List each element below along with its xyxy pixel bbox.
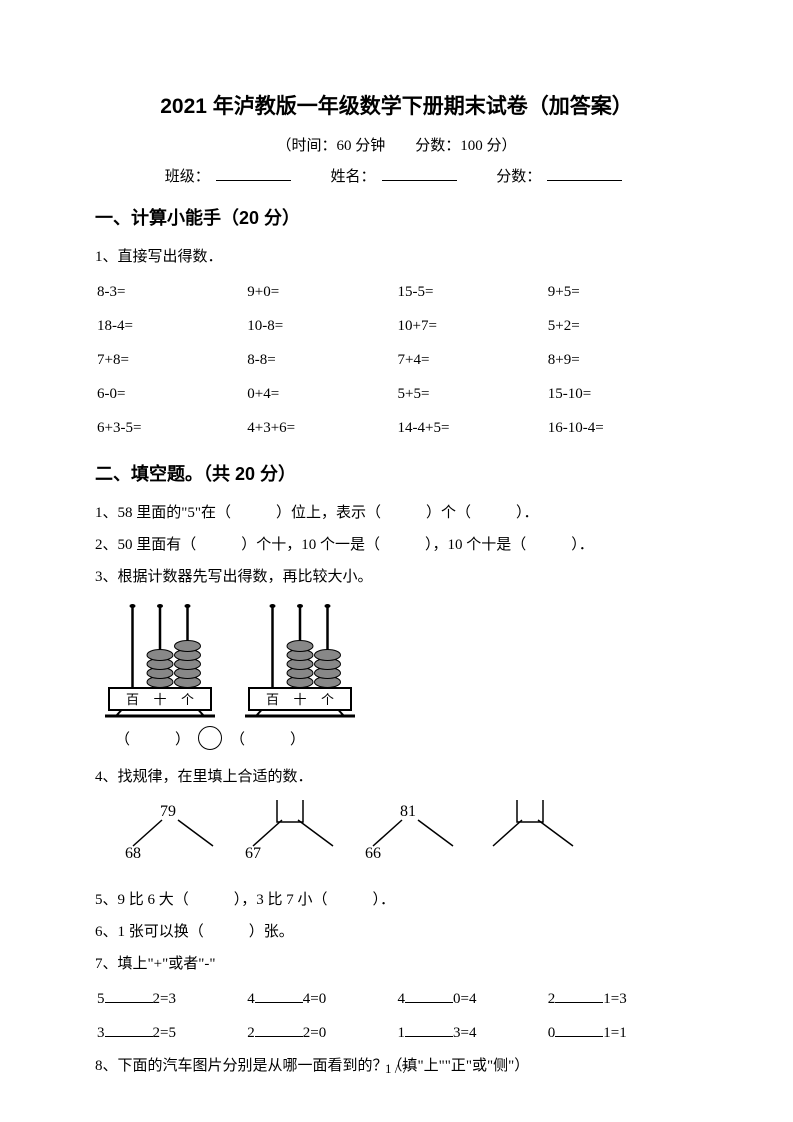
- calc-cell: 6+3-5=: [97, 412, 245, 444]
- fill-table: 52=344=040=421=332=522=013=401=1: [95, 981, 698, 1051]
- table-row: 8-3= 9+0= 15-5= 9+5=: [97, 276, 696, 308]
- op-blank[interactable]: [105, 1036, 153, 1037]
- compare-line: （ ） （ ）: [115, 726, 698, 750]
- svg-text:66: 66: [365, 845, 381, 862]
- subtitle: （时间：60 分钟 分数：100 分）: [95, 134, 698, 155]
- calc-table: 8-3= 9+0= 15-5= 9+5= 18-4= 10-8= 10+7= 5…: [95, 274, 698, 446]
- svg-text:个: 个: [181, 692, 194, 707]
- calc-cell: 14-4+5=: [398, 412, 546, 444]
- score-label: 分数：: [496, 169, 541, 185]
- calc-cell: 7+4=: [398, 344, 546, 376]
- op-blank[interactable]: [405, 1002, 453, 1003]
- fill-cell: 52=3: [97, 983, 245, 1015]
- section2-q4: 4、找规律，在里填上合适的数．: [95, 762, 698, 792]
- abacus-right: 百十个: [245, 600, 355, 720]
- abacus-left: 百十个: [105, 600, 215, 720]
- op-blank[interactable]: [555, 1002, 603, 1003]
- table-row: 6+3-5= 4+3+6= 14-4+5= 16-10-4=: [97, 412, 696, 444]
- compare-right: （ ）: [230, 728, 305, 749]
- fill-cell: 21=3: [548, 983, 696, 1015]
- calc-cell: 15-10=: [548, 378, 696, 410]
- compare-left: （ ）: [115, 728, 190, 749]
- svg-text:个: 个: [321, 692, 334, 707]
- section1-q1: 1、直接写出得数．: [95, 242, 698, 272]
- fill-cell: 01=1: [548, 1017, 696, 1049]
- calc-cell: 10-8=: [247, 310, 395, 342]
- calc-cell: 7+8=: [97, 344, 245, 376]
- table-row: 6-0= 0+4= 5+5= 15-10=: [97, 378, 696, 410]
- section2-q3: 3、根据计数器先写出得数，再比较大小。: [95, 562, 698, 592]
- calc-cell: 8-3=: [97, 276, 245, 308]
- name-label: 姓名：: [330, 169, 375, 185]
- table-row: 18-4= 10-8= 10+7= 5+2=: [97, 310, 696, 342]
- op-blank[interactable]: [105, 1002, 153, 1003]
- pattern-diagram: 68 79 67 66 81: [105, 800, 698, 875]
- calc-cell: 16-10-4=: [548, 412, 696, 444]
- section2-q1: 1、58 里面的"5"在（ ）位上，表示（ ）个（ ）．: [95, 498, 698, 528]
- fill-cell: 22=0: [247, 1017, 395, 1049]
- calc-cell: 0+4=: [247, 378, 395, 410]
- svg-text:十: 十: [153, 692, 166, 707]
- svg-text:百: 百: [126, 692, 139, 707]
- calc-cell: 8+9=: [548, 344, 696, 376]
- calc-cell: 8-8=: [247, 344, 395, 376]
- svg-text:十: 十: [293, 692, 306, 707]
- svg-text:67: 67: [245, 845, 261, 862]
- score-blank[interactable]: [547, 180, 622, 181]
- section2-title: 二、填空题。（共 20 分）: [95, 460, 698, 486]
- calc-cell: 10+7=: [398, 310, 546, 342]
- name-blank[interactable]: [382, 180, 457, 181]
- calc-cell: 9+5=: [548, 276, 696, 308]
- compare-circle[interactable]: [198, 726, 222, 750]
- svg-text:81: 81: [400, 803, 416, 820]
- fill-cell: 44=0: [247, 983, 395, 1015]
- fill-cell: 32=5: [97, 1017, 245, 1049]
- op-blank[interactable]: [405, 1036, 453, 1037]
- section2-q5: 5、9 比 6 大（ ），3 比 7 小（ ）．: [95, 885, 698, 915]
- calc-cell: 18-4=: [97, 310, 245, 342]
- calc-cell: 6-0=: [97, 378, 245, 410]
- section2-q6: 6、1 张可以换（ ）张。: [95, 917, 698, 947]
- section2-q2: 2、50 里面有（ ）个十，10 个一是（ ），10 个十是（ ）．: [95, 530, 698, 560]
- table-row: 7+8= 8-8= 7+4= 8+9=: [97, 344, 696, 376]
- calc-cell: 9+0=: [247, 276, 395, 308]
- page-title: 2021 年泸教版一年级数学下册期末试卷（加答案）: [95, 90, 698, 120]
- info-line: 班级： 姓名： 分数：: [95, 165, 698, 186]
- class-blank[interactable]: [216, 180, 291, 181]
- svg-text:68: 68: [125, 845, 141, 862]
- table-row: 52=344=040=421=3: [97, 983, 696, 1015]
- op-blank[interactable]: [555, 1036, 603, 1037]
- class-label: 班级：: [165, 169, 210, 185]
- op-blank[interactable]: [255, 1036, 303, 1037]
- fill-cell: 40=4: [398, 983, 546, 1015]
- abacus-container: 百十个 百十个: [105, 600, 698, 720]
- section1-title: 一、计算小能手（20 分）: [95, 204, 698, 230]
- calc-cell: 5+2=: [548, 310, 696, 342]
- svg-text:百: 百: [266, 692, 279, 707]
- page-number: 1 / 7: [0, 1061, 793, 1077]
- section2-q7: 7、填上"+"或者"-": [95, 949, 698, 979]
- op-blank[interactable]: [255, 1002, 303, 1003]
- fill-cell: 13=4: [398, 1017, 546, 1049]
- calc-cell: 4+3+6=: [247, 412, 395, 444]
- table-row: 32=522=013=401=1: [97, 1017, 696, 1049]
- calc-cell: 15-5=: [398, 276, 546, 308]
- svg-text:79: 79: [160, 803, 176, 820]
- calc-cell: 5+5=: [398, 378, 546, 410]
